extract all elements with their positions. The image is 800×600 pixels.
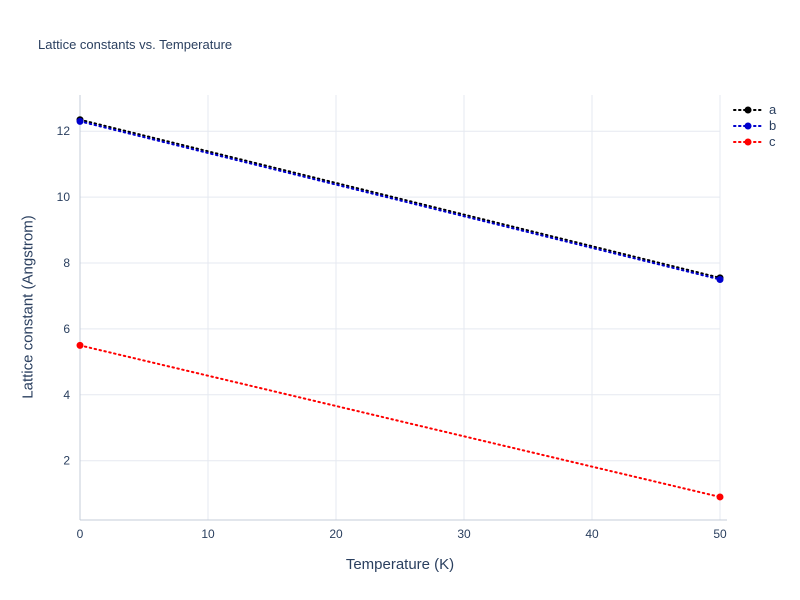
series-line-b[interactable]: [79, 120, 721, 281]
legend-line-sample: [733, 138, 763, 146]
x-axis-title: Temperature (K): [345, 556, 455, 573]
legend-item-b[interactable]: b: [733, 118, 777, 133]
legend-sample-marker: [744, 122, 752, 130]
y-tick-label: 2: [63, 454, 70, 468]
legend-line-sample: [733, 122, 763, 130]
y-tick-label: 12: [57, 124, 71, 138]
legend-line-sample: [733, 106, 763, 114]
series-marker-b[interactable]: [76, 117, 84, 125]
legend-sample-marker: [744, 106, 752, 114]
x-tick-label: 0: [77, 527, 84, 541]
x-tick-label: 30: [457, 527, 471, 541]
legend-label: c: [769, 134, 776, 149]
x-tick-label: 10: [201, 527, 215, 541]
series-marker-c[interactable]: [76, 341, 84, 349]
y-tick-label: 8: [63, 256, 70, 270]
y-tick-label: 6: [63, 322, 70, 336]
legend-label: a: [769, 102, 777, 117]
x-tick-label: 40: [585, 527, 599, 541]
legend-item-a[interactable]: a: [733, 102, 777, 117]
legend-sample-marker: [744, 138, 752, 146]
chart-title: Lattice constants vs. Temperature: [38, 37, 233, 52]
series-line-c[interactable]: [79, 344, 721, 498]
x-tick-label: 50: [713, 527, 727, 541]
legend-item-c[interactable]: c: [733, 134, 776, 149]
y-axis-title: Lattice constant (Angstrom): [19, 215, 37, 399]
series-marker-b[interactable]: [716, 275, 724, 283]
y-tick-label: 4: [63, 388, 70, 402]
x-tick-label: 20: [329, 527, 343, 541]
y-tick-label: 10: [57, 190, 71, 204]
series-marker-c[interactable]: [716, 493, 724, 501]
legend-label: b: [769, 118, 777, 133]
series-line-a[interactable]: [79, 118, 721, 279]
